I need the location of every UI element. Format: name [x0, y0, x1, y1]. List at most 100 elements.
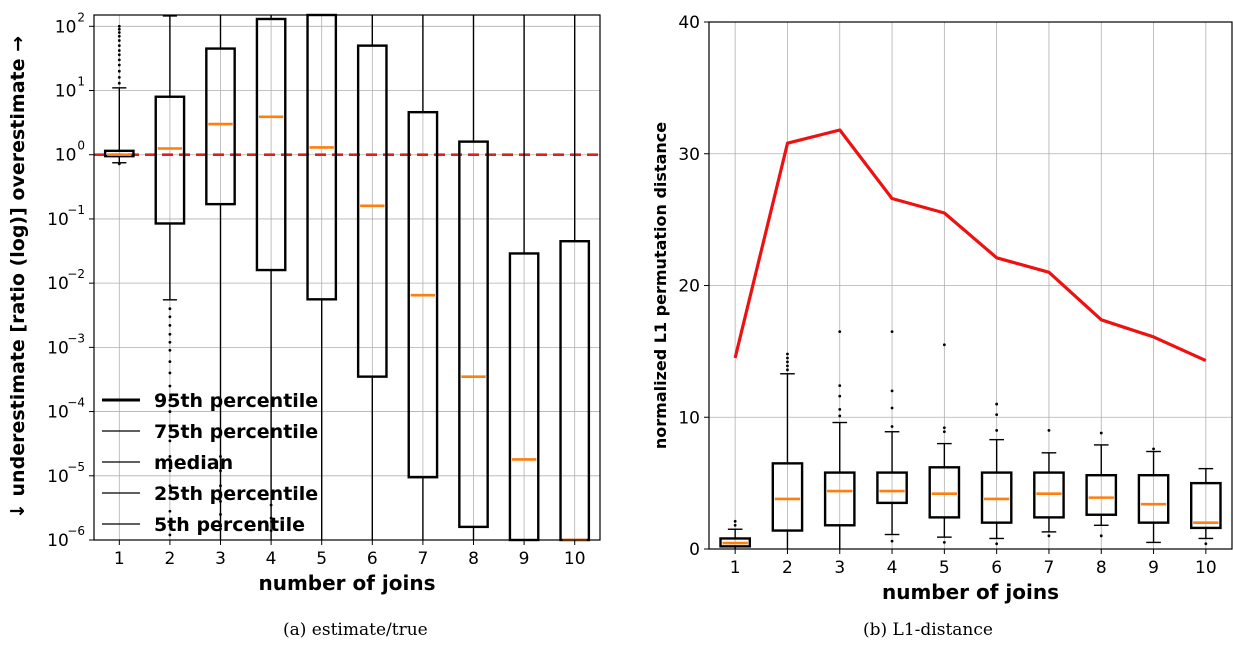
panel-a-estimate-true: 1 2 3 4 5 6 7 8 9 10−610−510−410−310−210−11001011…	[7, 10, 601, 595]
outlier-point	[942, 343, 946, 347]
outlier-point	[786, 360, 789, 364]
y-tick-label: 010	[55, 139, 85, 166]
outlier-point	[168, 307, 172, 311]
y-tick-label-base: 10	[55, 146, 77, 166]
outlier-point	[890, 389, 894, 393]
outlier-point	[219, 484, 222, 488]
box-9	[1137, 447, 1170, 544]
series-line	[733, 128, 1207, 363]
y-tick-label-base: 10	[55, 82, 77, 102]
outlier-point	[168, 410, 172, 413]
outlier-point	[117, 69, 121, 73]
box-6	[356, 15, 388, 540]
caption-b: (b) L1-distance	[863, 620, 993, 640]
outlier-point	[995, 402, 999, 406]
iqr-box	[876, 471, 908, 505]
iqr-box	[719, 537, 751, 548]
x-tick-label: 4	[887, 558, 898, 578]
y-tick-label-exponent: −4	[67, 396, 85, 410]
outlier-point	[117, 34, 121, 38]
y-tick-label: −410	[47, 396, 85, 423]
y-tick-label-exponent: −2	[67, 267, 85, 281]
x-tick-label: 8	[1096, 558, 1107, 578]
y-tick-label: 40	[678, 13, 700, 33]
x-tick-label: 5	[316, 549, 327, 569]
outlier-point	[168, 348, 172, 352]
iqr-box	[823, 471, 856, 527]
iqr-box	[1033, 471, 1065, 519]
x-tick-label: 4	[266, 549, 277, 569]
iqr-box	[1137, 474, 1170, 524]
iqr-box	[928, 466, 961, 519]
y-tick-label: −510	[47, 460, 85, 487]
y-tick-label-exponent: −1	[67, 203, 85, 217]
x-tick-label: 3	[834, 558, 845, 578]
outlier-point	[168, 340, 172, 344]
box-3	[205, 15, 236, 540]
outlier-point	[1047, 429, 1051, 432]
y-tick-label: −310	[47, 331, 85, 358]
box-8	[1085, 431, 1118, 538]
y-tick-label: 0	[689, 540, 700, 560]
outlier-point	[117, 63, 121, 67]
x-tick-label: 10	[1195, 558, 1217, 578]
x-tick-label: 2	[164, 549, 175, 569]
iqr-box	[980, 471, 1013, 524]
outlier-point	[1099, 431, 1103, 435]
y-tick-label: 210	[55, 10, 85, 37]
y-tick-label-base: 10	[47, 531, 69, 551]
x-tick-label: 3	[215, 549, 226, 569]
box-5	[928, 343, 961, 544]
outlier-point	[995, 542, 999, 546]
box-2	[771, 352, 804, 549]
iqr-box	[1085, 474, 1118, 516]
outlier-point	[786, 352, 789, 356]
outlier-point	[942, 426, 946, 430]
outlier-point	[838, 394, 842, 398]
y-tick-label: −210	[47, 267, 85, 294]
box-1	[103, 24, 135, 166]
outlier-point	[117, 31, 121, 34]
box-6	[980, 402, 1013, 546]
legend-label: 75th percentile	[154, 421, 318, 443]
y-tick-label-exponent: −5	[67, 460, 85, 474]
box-7	[407, 15, 439, 540]
y-tick-label-base: 10	[47, 210, 69, 230]
outlier-point	[269, 503, 273, 507]
x-tick-label: 9	[1148, 558, 1159, 578]
x-tick-label: 5	[939, 558, 950, 578]
iqr-box	[255, 17, 287, 272]
caption-a: (a) estimate/true	[283, 620, 428, 640]
outlier-point	[168, 439, 172, 443]
outlier-point	[219, 527, 222, 531]
outlier-point	[786, 364, 789, 368]
outlier-point	[117, 27, 121, 31]
outlier-point	[838, 384, 842, 388]
outlier-point	[838, 414, 842, 418]
y-tick-label-exponent: 2	[77, 10, 85, 24]
box-1	[719, 519, 751, 549]
outlier-point	[168, 360, 172, 364]
outlier-point	[168, 469, 172, 473]
x-tick-label: 9	[519, 549, 530, 569]
legend-label: 25th percentile	[154, 483, 318, 505]
outlier-point	[168, 509, 172, 513]
outlier-point	[168, 398, 172, 402]
x-tick-label: 7	[417, 549, 428, 569]
outlier-point	[995, 429, 999, 432]
outlier-point	[168, 332, 172, 336]
x-tick-label: 10	[564, 549, 586, 569]
y-axis-label: ↓ underestimate [ratio (log)] overestima…	[7, 36, 29, 519]
outlier-point	[1047, 534, 1051, 538]
outlier-point	[1152, 447, 1155, 451]
outlier-point	[168, 371, 172, 375]
y-tick-label-exponent: 0	[77, 139, 85, 153]
box-8	[458, 15, 489, 540]
outlier-point	[117, 24, 121, 28]
outlier-point	[838, 407, 842, 411]
y-tick-label-exponent: −3	[67, 331, 85, 345]
outlier-point	[995, 413, 999, 417]
y-tick-label: 30	[678, 145, 700, 165]
y-tick-label-exponent: 1	[77, 75, 85, 89]
outlier-point	[942, 541, 946, 544]
